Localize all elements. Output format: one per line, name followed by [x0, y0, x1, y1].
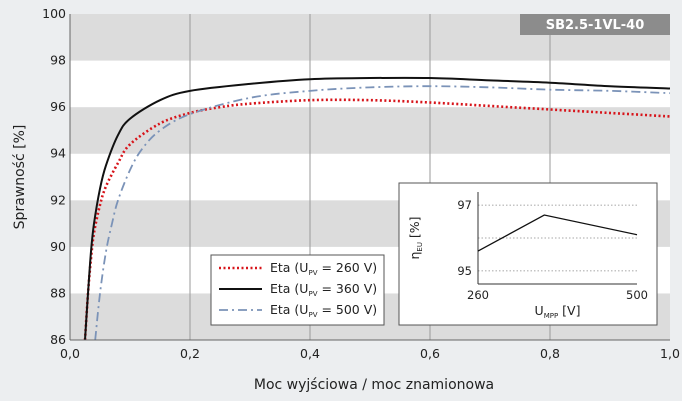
plot-frame: [69, 14, 670, 341]
x-tick-labels: 0,0 0,2 0,4 0,6 0,8 1,0: [60, 346, 680, 361]
y-tick-labels: 86 88 90 92 94 96 98 100: [42, 6, 66, 347]
inset-y-tick: 95: [457, 264, 472, 278]
y-tick-label: 86: [50, 332, 66, 347]
y-tick-label: 94: [50, 146, 66, 161]
model-badge: SB2.5-1VL-40: [520, 14, 670, 35]
x-axis-label: Moc wyjściowa / moc znamionowa: [254, 377, 494, 393]
legend: Eta (UPV = 260 V) Eta (UPV = 360 V) Eta (U…: [210, 254, 385, 326]
x-tick-label: 0,8: [540, 346, 560, 361]
y-tick-label: 98: [50, 53, 66, 68]
series-layer: [83, 76, 670, 340]
inset-chart: 97 95 260 500 ηEU [%] UMPP [V]: [398, 182, 658, 326]
y-axis-label: Sprawność [%]: [12, 125, 28, 230]
inset-line: [477, 214, 638, 252]
legend-entry: Eta (UPV = 360 V): [270, 281, 377, 298]
inset-y-label: ηEU [%]: [407, 216, 424, 259]
x-tick-label: 0,2: [180, 346, 200, 361]
inset-box: [398, 182, 658, 326]
legend-entry: Eta (UPV = 260 V): [270, 260, 377, 277]
model-badge-text: SB2.5-1VL-40: [546, 18, 645, 33]
x-tick-label: 0,4: [300, 346, 320, 361]
x-tick-label: 0,6: [420, 346, 440, 361]
inset-x-label: UMPP [V]: [535, 303, 581, 320]
y-tick-label: 88: [50, 285, 66, 300]
series-line-solid: [84, 76, 670, 340]
inset-y-tick: 97: [457, 198, 472, 212]
y-tick-label: 96: [50, 99, 66, 114]
band-94-96: [70, 107, 670, 154]
y-tick-label: 92: [50, 192, 66, 207]
legend-entry: Eta (UPV = 500 V): [270, 302, 377, 319]
inset-x-tick: 500: [626, 288, 648, 302]
x-tick-label: 1,0: [660, 346, 680, 361]
y-tick-label: 100: [42, 6, 66, 21]
inset-x-tick: 260: [467, 288, 489, 302]
y-tick-label: 90: [50, 239, 66, 254]
x-tick-label: 0,0: [60, 346, 80, 361]
